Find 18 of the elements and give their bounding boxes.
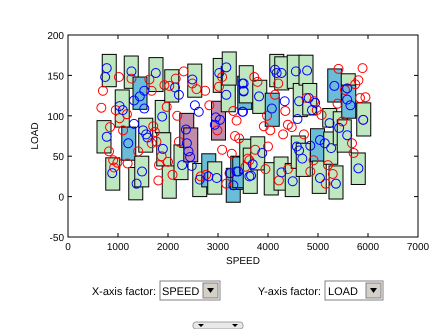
x-tick-label: 5000 [306,242,330,253]
x-tick-label: 2000 [156,242,180,253]
x-tick-label: 7000 [406,242,430,253]
x-tick-label: 0 [65,242,72,253]
x-tick-label: 4000 [256,242,280,253]
y-tick-label: 200 [47,31,64,42]
y-tick-label: 150 [47,71,64,82]
x-axis-title: SPEED [226,256,260,267]
x-tick-label: 6000 [356,242,380,253]
y-tick-label: 100 [47,112,64,123]
x-tick-label: 3000 [206,242,230,253]
y-tick-label: 0 [58,192,64,204]
y-tick-label: -50 [50,233,64,244]
y-axis-title: LOAD [30,122,41,150]
text: X-axis factor: [92,286,156,298]
x-tick-label: 1000 [106,242,130,253]
text: Y-axis factor: [258,286,321,298]
y-tick-label: 50 [52,152,64,164]
